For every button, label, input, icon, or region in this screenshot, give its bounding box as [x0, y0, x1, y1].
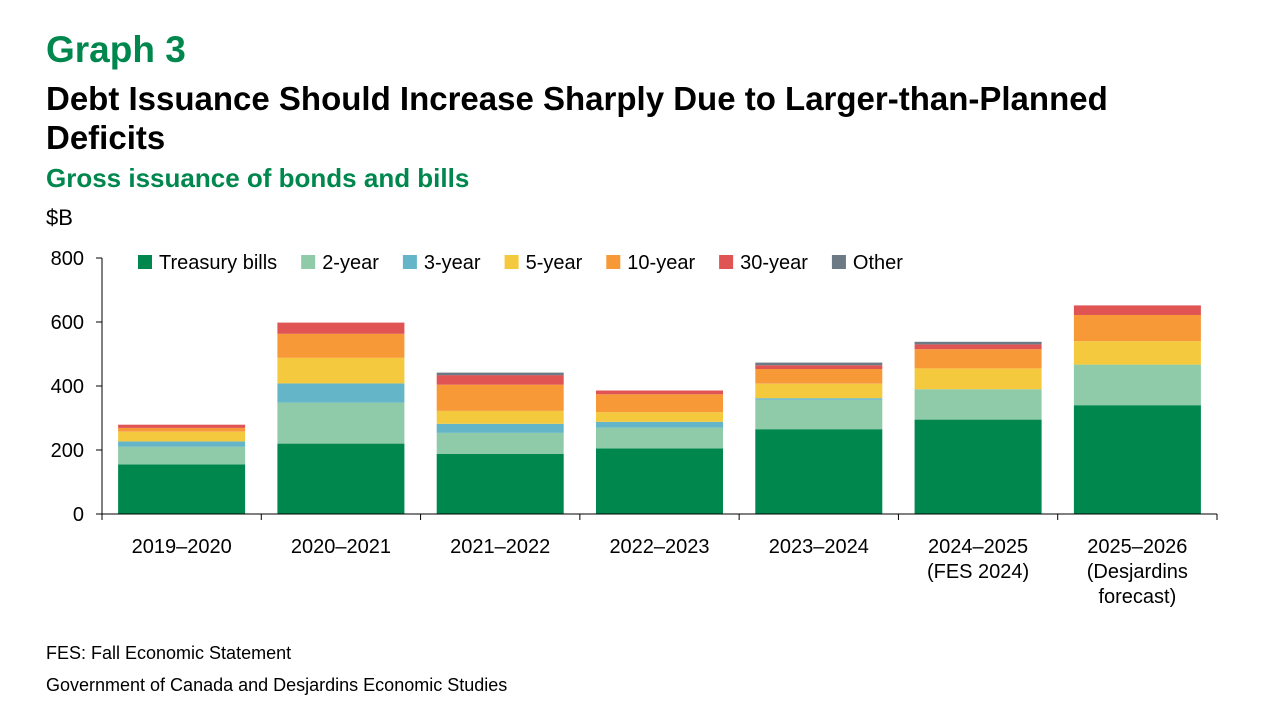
y-tick-label: 400 — [51, 376, 84, 398]
bar-segment-5-year-4 — [755, 383, 883, 399]
bar-segment-other-2 — [436, 372, 564, 376]
legend-label-treasury-bills: Treasury bills — [159, 252, 277, 274]
bar-segment-2-year-1 — [277, 402, 405, 444]
y-tick-label: 200 — [51, 440, 84, 462]
legend-label-other: Other — [853, 252, 903, 274]
x-category-label: 2023–2024 — [769, 536, 869, 558]
bar-segment-3-year-3 — [596, 421, 723, 428]
bar-segment-3-year-4 — [755, 398, 883, 400]
bar-segment-2-year-0 — [118, 446, 246, 465]
bar-segment-other-4 — [755, 362, 883, 366]
bar-segment-30-year-2 — [436, 375, 564, 385]
source-note: Government of Canada and Desjardins Econ… — [46, 675, 508, 695]
y-tick-label: 600 — [51, 312, 84, 334]
bar-segment-5-year-5 — [914, 368, 1042, 390]
legend-swatch-10-year — [606, 255, 621, 269]
bar-segment-30-year-1 — [277, 322, 405, 334]
y-tick-label: 0 — [73, 504, 84, 526]
bar-segment-30-year-4 — [755, 365, 883, 369]
bar-segment-2-year-6 — [1073, 364, 1201, 406]
legend-label-3-year: 3-year — [424, 252, 481, 274]
chart-title: Debt Issuance Should Increase Sharply Du… — [46, 80, 1108, 156]
legend-label-10-year: 10-year — [627, 252, 695, 274]
chart-legend: Treasury bills 2-year 3-year 5-year 10-year 3… — [138, 252, 903, 274]
graph-number-label: Graph 3 — [46, 29, 186, 70]
legend-label-30-year: 30-year — [740, 252, 808, 274]
bar-segment-2-year-5 — [914, 389, 1042, 420]
legend-swatch-30-year — [719, 255, 734, 269]
bar-segment-30-year-6 — [1073, 305, 1201, 315]
chart-subtitle: Gross issuance of bonds and bills — [46, 163, 470, 193]
bar-segment-5-year-1 — [277, 357, 405, 384]
bar-stacks — [118, 305, 1201, 514]
bar-segment-30-year-3 — [596, 390, 723, 395]
x-category-label: 2022–2023 — [609, 536, 709, 558]
bar-segment-10-year-5 — [914, 349, 1042, 369]
bar-segment-treasury-bills-0 — [118, 464, 246, 514]
bar-segment-10-year-0 — [118, 427, 246, 432]
bar-segment-30-year-0 — [118, 424, 246, 428]
chart-axes: 0 200 400 600 800 2019–2020 2020–2021 2021–2022… — [51, 248, 1218, 608]
bar-segment-2-year-3 — [596, 427, 723, 449]
bar-segment-2-year-2 — [436, 432, 564, 454]
bar-segment-treasury-bills-1 — [277, 443, 405, 514]
bar-segment-treasury-bills-4 — [755, 429, 883, 514]
x-category-label: 2019–2020 — [132, 536, 232, 558]
bar-segment-10-year-4 — [755, 369, 883, 384]
y-axis-unit-label: $B — [46, 205, 73, 230]
bar-segment-treasury-bills-6 — [1073, 405, 1201, 514]
bar-segment-10-year-6 — [1073, 315, 1201, 342]
x-category-label: 2020–2021 — [291, 536, 391, 558]
legend-swatch-other — [831, 255, 846, 269]
x-category-label: 2025–2026 (Desjardins forecast) — [1087, 536, 1188, 608]
bar-segment-5-year-3 — [596, 412, 723, 422]
bar-segment-treasury-bills-2 — [436, 453, 564, 514]
y-tick-label: 800 — [51, 248, 84, 270]
legend-label-2-year: 2-year — [322, 252, 379, 274]
bar-segment-10-year-2 — [436, 384, 564, 411]
bar-segment-10-year-3 — [596, 394, 723, 413]
bar-segment-3-year-1 — [277, 383, 405, 403]
footnote-fes: FES: Fall Economic Statement — [46, 643, 292, 663]
bar-segment-3-year-0 — [118, 441, 246, 447]
bar-segment-2-year-4 — [755, 399, 883, 430]
legend-swatch-2-year — [301, 255, 316, 269]
legend-label-5-year: 5-year — [526, 252, 583, 274]
bar-segment-other-5 — [914, 341, 1042, 345]
bar-segment-5-year-6 — [1073, 341, 1201, 365]
bar-segment-10-year-1 — [277, 333, 405, 358]
bar-segment-3-year-2 — [436, 423, 564, 433]
legend-swatch-3-year — [402, 255, 417, 269]
bar-segment-treasury-bills-5 — [914, 419, 1042, 514]
legend-swatch-5-year — [504, 255, 519, 269]
x-category-label: 2021–2022 — [450, 536, 550, 558]
legend-swatch-treasury-bills — [138, 255, 152, 269]
bar-segment-5-year-2 — [436, 411, 564, 424]
bar-segment-treasury-bills-3 — [596, 448, 723, 514]
x-category-label: 2024–2025 (FES 2024) — [927, 536, 1029, 583]
bar-segment-30-year-5 — [914, 344, 1042, 350]
bar-segment-5-year-0 — [118, 431, 246, 442]
